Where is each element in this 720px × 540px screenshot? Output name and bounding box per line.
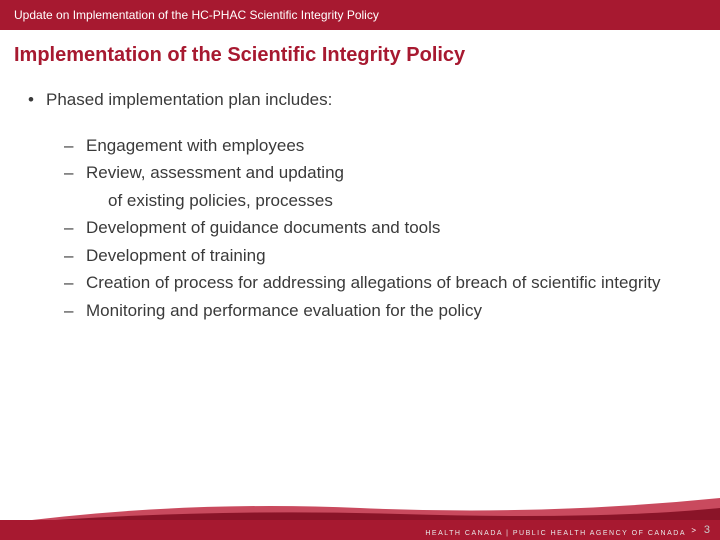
item-text: Monitoring and performance evaluation fo…	[86, 298, 482, 324]
intro-bullet: • Phased implementation plan includes:	[28, 87, 692, 113]
dash-icon: –	[64, 160, 86, 186]
list-item: – Monitoring and performance evaluation …	[64, 298, 692, 324]
footer-org-text: HEALTH CANADA | PUBLIC HEALTH AGENCY OF …	[425, 530, 686, 537]
item-text: Development of guidance documents and to…	[86, 215, 440, 241]
item-text: Development of training	[86, 243, 266, 269]
header-label: Update on Implementation of the HC-PHAC …	[14, 8, 379, 22]
intro-text: Phased implementation plan includes:	[46, 87, 332, 113]
item-text: Creation of process for addressing alleg…	[86, 270, 661, 296]
list-item: – Engagement with employees	[64, 133, 692, 159]
item-text: Review, assessment and updating	[86, 160, 344, 186]
dash-icon: –	[64, 133, 86, 159]
dash-icon: –	[64, 215, 86, 241]
dash-icon: –	[64, 270, 86, 296]
list-item: – Development of guidance documents and …	[64, 215, 692, 241]
bullet-dot: •	[28, 87, 46, 113]
footer: HEALTH CANADA | PUBLIC HEALTH AGENCY OF …	[0, 496, 720, 540]
dash-icon: –	[64, 243, 86, 269]
item-text: Engagement with employees	[86, 133, 304, 159]
dash-spacer	[64, 188, 86, 214]
chevron-right-icon: >	[691, 526, 696, 535]
header-bar: Update on Implementation of the HC-PHAC …	[0, 0, 720, 30]
list-item: – Review, assessment and updating	[64, 160, 692, 186]
dash-icon: –	[64, 298, 86, 324]
list-item: – Development of training	[64, 243, 692, 269]
slide-content: • Phased implementation plan includes: –…	[0, 77, 720, 323]
sub-list: – Engagement with employees – Review, as…	[28, 133, 692, 324]
list-item-continuation: of existing policies, processes	[64, 188, 692, 214]
slide-title: Implementation of the Scientific Integri…	[0, 30, 720, 77]
page-number: 3	[704, 524, 710, 536]
list-item: – Creation of process for addressing all…	[64, 270, 692, 296]
item-cont: of existing policies, processes	[86, 188, 333, 214]
